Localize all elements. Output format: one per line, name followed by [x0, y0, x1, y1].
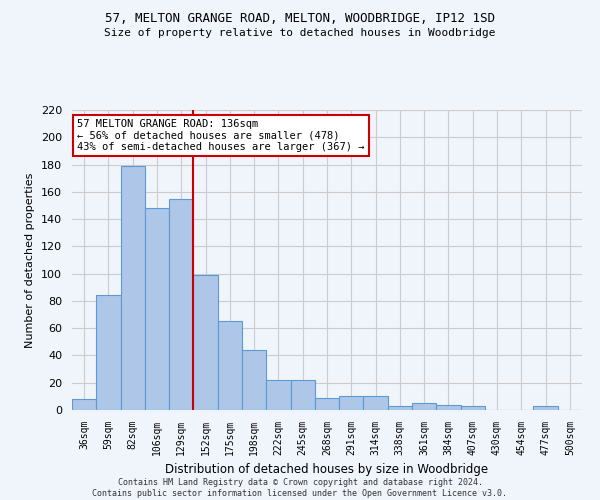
Bar: [388, 406, 412, 410]
Text: 57, MELTON GRANGE ROAD, MELTON, WOODBRIDGE, IP12 1SD: 57, MELTON GRANGE ROAD, MELTON, WOODBRID…: [105, 12, 495, 26]
Bar: [266, 380, 290, 410]
Bar: [412, 403, 436, 410]
Bar: [145, 208, 169, 410]
Bar: [436, 404, 461, 410]
Bar: [290, 380, 315, 410]
Bar: [339, 396, 364, 410]
Y-axis label: Number of detached properties: Number of detached properties: [25, 172, 35, 348]
Text: Size of property relative to detached houses in Woodbridge: Size of property relative to detached ho…: [104, 28, 496, 38]
Text: 57 MELTON GRANGE ROAD: 136sqm
← 56% of detached houses are smaller (478)
43% of : 57 MELTON GRANGE ROAD: 136sqm ← 56% of d…: [77, 119, 365, 152]
Bar: [218, 322, 242, 410]
Bar: [364, 396, 388, 410]
Bar: [315, 398, 339, 410]
Bar: [461, 406, 485, 410]
Bar: [533, 406, 558, 410]
Text: Contains HM Land Registry data © Crown copyright and database right 2024.
Contai: Contains HM Land Registry data © Crown c…: [92, 478, 508, 498]
Bar: [96, 296, 121, 410]
Bar: [193, 275, 218, 410]
Bar: [169, 198, 193, 410]
X-axis label: Distribution of detached houses by size in Woodbridge: Distribution of detached houses by size …: [166, 464, 488, 476]
Bar: [72, 399, 96, 410]
Bar: [121, 166, 145, 410]
Bar: [242, 350, 266, 410]
